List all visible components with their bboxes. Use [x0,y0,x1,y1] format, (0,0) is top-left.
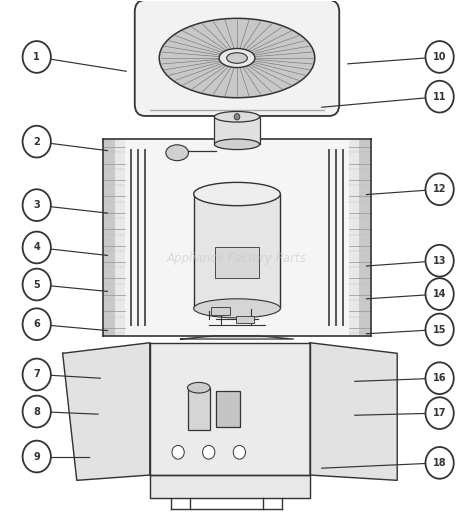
Ellipse shape [194,299,280,318]
Ellipse shape [159,18,315,98]
Circle shape [426,362,454,394]
Circle shape [426,278,454,310]
Circle shape [23,189,51,221]
Ellipse shape [166,145,189,161]
Circle shape [23,309,51,340]
Circle shape [234,114,240,120]
Circle shape [172,445,184,459]
Circle shape [23,231,51,263]
Ellipse shape [219,48,255,68]
Bar [103,139,115,335]
Text: 8: 8 [33,406,40,417]
Circle shape [426,245,454,277]
Polygon shape [310,343,397,480]
Circle shape [23,269,51,301]
Circle shape [426,41,454,73]
Bar [215,247,259,278]
Bar [103,139,371,336]
Text: 2: 2 [33,137,40,147]
Bar [103,139,125,336]
Text: 7: 7 [33,370,40,379]
Text: 14: 14 [433,289,447,299]
Circle shape [202,445,215,459]
Bar [349,139,371,336]
Polygon shape [63,343,150,480]
Bar [211,307,230,315]
Circle shape [23,396,51,427]
Bar [359,139,371,335]
Text: 16: 16 [433,373,447,383]
Text: Appliance Factory Parts: Appliance Factory Parts [167,252,307,264]
Text: 15: 15 [433,325,447,335]
Circle shape [426,397,454,429]
Circle shape [233,445,246,459]
Text: 17: 17 [433,408,447,418]
Text: 5: 5 [33,279,40,289]
Text: 12: 12 [433,184,447,194]
Text: 18: 18 [433,458,447,468]
Bar [214,117,260,144]
Ellipse shape [214,139,260,149]
Bar [194,194,280,309]
Circle shape [426,314,454,345]
Bar [188,388,210,430]
Polygon shape [181,336,293,339]
Circle shape [23,126,51,157]
Ellipse shape [227,53,247,63]
Circle shape [23,440,51,472]
Polygon shape [150,475,310,498]
Bar [216,392,240,427]
Circle shape [23,41,51,73]
Text: 6: 6 [33,319,40,329]
Circle shape [426,447,454,479]
FancyBboxPatch shape [135,0,339,116]
Text: 9: 9 [33,452,40,462]
Ellipse shape [188,383,210,393]
Bar [236,316,254,322]
Text: 10: 10 [433,52,447,62]
Text: 1: 1 [33,52,40,62]
Circle shape [426,173,454,205]
Polygon shape [150,343,310,475]
Circle shape [23,359,51,390]
Text: 3: 3 [33,200,40,210]
Text: 13: 13 [433,256,447,265]
Text: 4: 4 [33,243,40,253]
Ellipse shape [194,182,280,206]
Text: 11: 11 [433,92,447,102]
Ellipse shape [214,112,260,122]
Circle shape [426,81,454,113]
